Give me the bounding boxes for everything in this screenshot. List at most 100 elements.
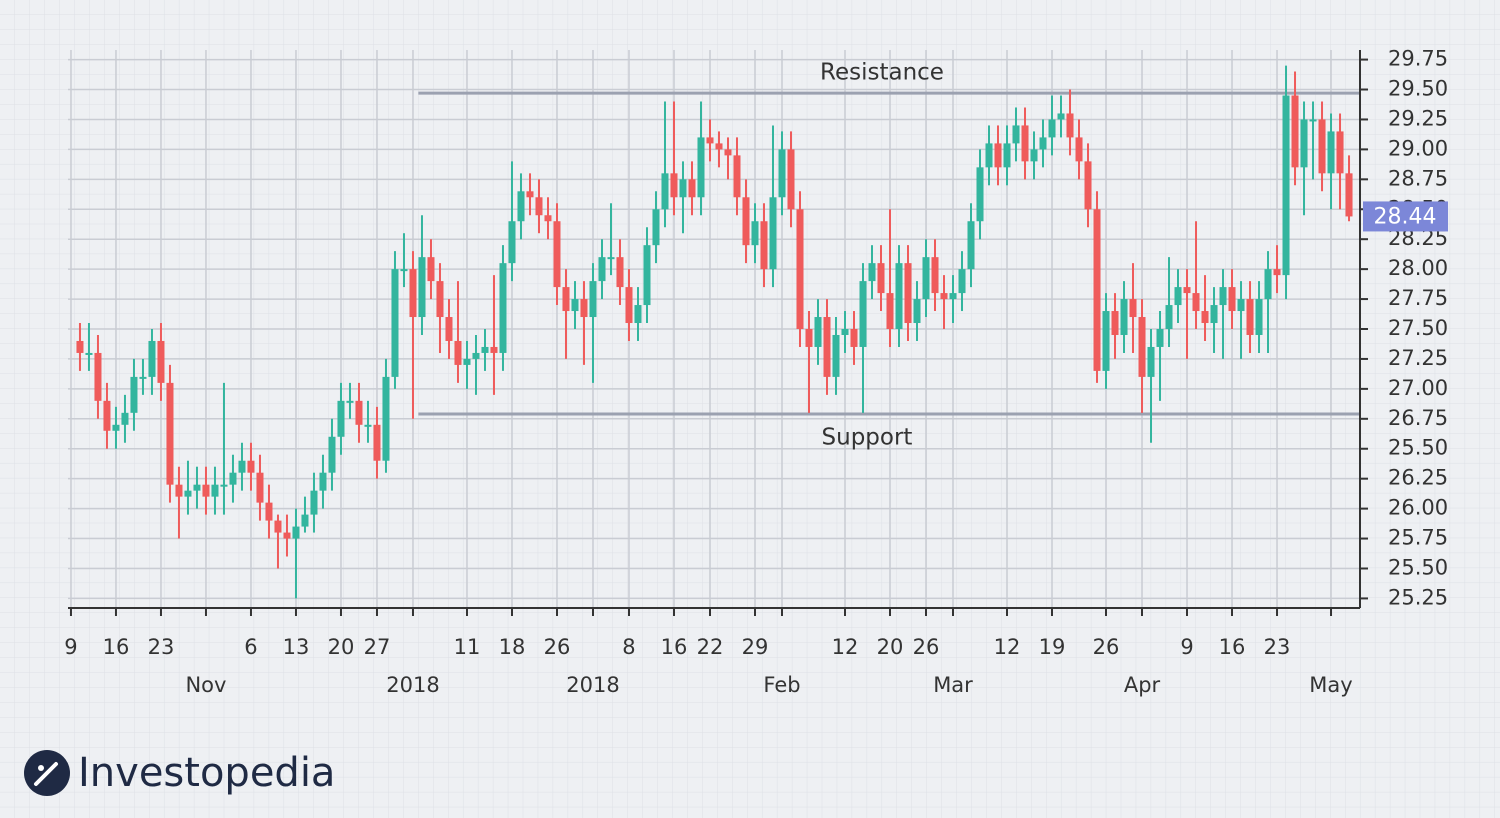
candle-body	[1039, 137, 1047, 150]
candle-body	[319, 472, 327, 491]
candle-body	[517, 191, 525, 222]
x-tick-label: 12	[994, 635, 1021, 659]
candle-body	[139, 376, 147, 379]
axes: 29.7529.5029.2529.0028.7528.5028.2528.00…	[64, 47, 1448, 697]
candle-body	[1336, 131, 1344, 174]
month-label: 2018	[386, 673, 439, 697]
candle-body	[1030, 149, 1038, 162]
candle-body	[1282, 95, 1290, 276]
candle-body	[886, 293, 894, 329]
candle-body	[1084, 161, 1092, 210]
y-tick-label: 25.25	[1388, 585, 1448, 609]
y-tick-label: 29.75	[1388, 47, 1448, 71]
candle-body	[706, 137, 714, 144]
candle-body	[1291, 95, 1299, 168]
candle-body	[1012, 125, 1020, 144]
candle-body	[913, 299, 921, 324]
candle-body	[751, 221, 759, 246]
candle-body	[1147, 346, 1155, 377]
candle-body	[1120, 299, 1128, 335]
x-tick-label: 20	[328, 635, 355, 659]
candle-body	[814, 317, 822, 347]
candle-body	[1327, 131, 1335, 174]
candle-body	[1021, 125, 1029, 162]
candle-body	[850, 329, 858, 347]
candle-body	[1093, 209, 1101, 371]
candle-body	[625, 287, 633, 324]
candle-body	[1255, 299, 1263, 335]
candle-body	[1138, 317, 1146, 377]
month-label: Nov	[185, 673, 226, 697]
candle-body	[373, 424, 381, 461]
candle-body	[841, 329, 849, 335]
candle-body	[1003, 143, 1011, 168]
candle-body	[202, 484, 210, 497]
x-tick-label: 18	[499, 635, 526, 659]
candle-body	[1066, 113, 1074, 138]
x-tick-label: 12	[832, 635, 859, 659]
y-tick-label: 26.00	[1388, 496, 1448, 520]
grid	[68, 50, 1360, 608]
y-tick-label: 28.00	[1388, 256, 1448, 280]
candle-body	[634, 305, 642, 324]
candle-body	[616, 257, 624, 288]
candle-body	[760, 221, 768, 270]
candle-body	[121, 412, 129, 425]
candle-body	[652, 209, 660, 246]
candle-body	[1057, 113, 1065, 120]
y-tick-label: 29.50	[1388, 77, 1448, 101]
month-label: 2018	[566, 673, 619, 697]
candle-body	[1075, 137, 1083, 162]
candle-body	[400, 269, 408, 272]
candle-body	[580, 299, 588, 318]
x-tick-label: 13	[283, 635, 310, 659]
candle-body	[1201, 311, 1209, 324]
candle-body	[589, 281, 597, 318]
month-label: Feb	[763, 673, 800, 697]
candle-body	[337, 400, 345, 437]
candle-body	[103, 400, 111, 431]
candle-body	[382, 376, 390, 461]
candle-body	[1264, 269, 1272, 300]
x-tick-label: 26	[1093, 635, 1120, 659]
candle-body	[238, 460, 246, 473]
logo: Investopedia	[24, 750, 335, 796]
candle-body	[391, 269, 399, 377]
y-tick-label: 27.00	[1388, 376, 1448, 400]
candle-body	[112, 424, 120, 431]
candle-body	[283, 532, 291, 539]
candle-body	[958, 269, 966, 294]
candle-body	[571, 299, 579, 312]
candle-body	[733, 155, 741, 198]
candle-body	[607, 257, 615, 260]
x-tick-label: 20	[877, 635, 904, 659]
candle-body	[229, 472, 237, 485]
y-tick-label: 25.50	[1388, 436, 1448, 460]
candles	[76, 65, 1360, 599]
x-tick-label: 23	[1264, 635, 1291, 659]
candle-body	[1183, 287, 1191, 294]
candle-body	[868, 263, 876, 282]
last-price-label: 28.44	[1374, 204, 1437, 229]
candle-body	[445, 317, 453, 341]
x-tick-label: 26	[913, 635, 940, 659]
candle-body	[409, 269, 417, 318]
month-label: Apr	[1124, 673, 1161, 697]
candle-body	[544, 215, 552, 222]
logo-icon-stroke	[34, 762, 58, 786]
candle-body	[832, 334, 840, 377]
candle-body	[940, 293, 948, 300]
candle-body	[1273, 269, 1281, 276]
candle-body	[661, 173, 669, 210]
candle-body	[877, 263, 885, 294]
candle-body	[1048, 119, 1056, 138]
candle-body	[1156, 329, 1164, 347]
candle-body	[355, 400, 363, 425]
y-tick-label: 26.75	[1388, 406, 1448, 430]
candle-body	[184, 490, 192, 497]
candle-body	[1345, 173, 1353, 217]
candle-body	[1228, 287, 1236, 312]
y-tick-label: 29.25	[1388, 106, 1448, 130]
x-tick-label: 27	[364, 635, 391, 659]
logo-icon-dot	[38, 765, 44, 771]
